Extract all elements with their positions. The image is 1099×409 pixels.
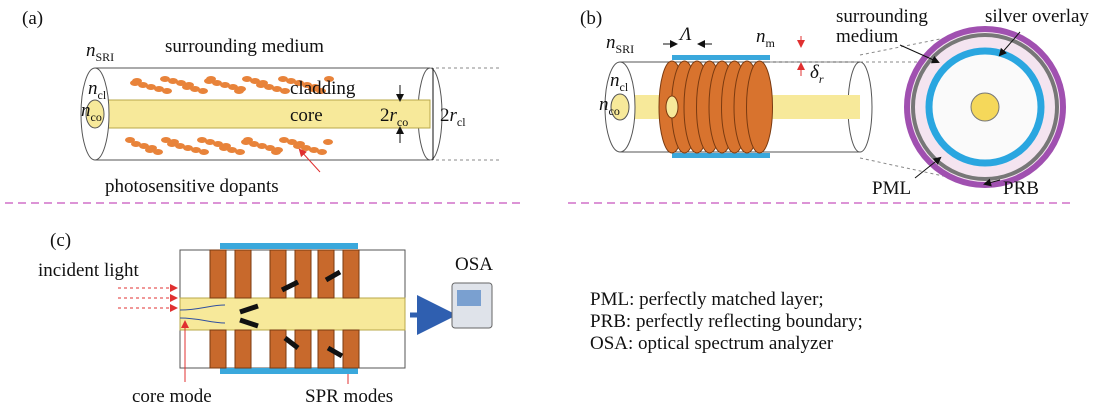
core-band <box>180 298 405 330</box>
dopant <box>182 84 192 90</box>
core-circle <box>971 93 999 121</box>
panel-c: (c) incident light OSA core mode SPR mod… <box>38 230 493 407</box>
legend-line: PML: perfectly matched layer; <box>590 289 824 310</box>
legend: PML: perfectly matched layer; PRB: perfe… <box>590 289 863 354</box>
symbol-prefix: 2 <box>380 105 390 126</box>
pillar <box>210 250 226 298</box>
pillar <box>343 250 359 298</box>
symbol-sub: SRI <box>96 50 115 64</box>
symbol-sub: r <box>819 72 824 86</box>
symbol-main: n <box>610 70 620 91</box>
legend-line: OSA: optical spectrum analyzer <box>590 333 834 354</box>
symbol: nSRI <box>606 32 634 56</box>
label: core mode <box>132 386 212 407</box>
label: core <box>290 105 323 126</box>
dopant <box>242 76 252 82</box>
label: incident light <box>38 260 140 281</box>
dopant <box>145 147 155 153</box>
dopant <box>160 76 170 82</box>
pillar <box>210 330 226 368</box>
label: silver overlay <box>985 6 1089 27</box>
symbol-main: n <box>86 40 96 61</box>
symbol-sub: cl <box>98 88 107 102</box>
symbol: nm <box>756 26 776 50</box>
silver-top <box>220 243 358 249</box>
dopant <box>234 88 244 94</box>
dopant <box>256 82 266 88</box>
label: PRB <box>1003 178 1039 199</box>
symbol-sub: co <box>397 115 408 129</box>
panel-label: (b) <box>580 8 602 29</box>
panel-a: (a) nSRI surrounding medium ncl nco clad… <box>22 8 500 197</box>
panel-label: (c) <box>50 230 71 251</box>
legend-line: PRB: perfectly reflecting boundary; <box>590 311 863 332</box>
symbol-main: n <box>599 94 609 115</box>
symbol-sub: SRI <box>616 42 635 56</box>
label: surrounding medium <box>165 36 324 57</box>
grating <box>659 61 773 153</box>
pillar <box>343 330 359 368</box>
label: SPR modes <box>305 386 393 407</box>
dopant <box>323 139 333 145</box>
pillar <box>235 250 251 298</box>
symbol: nSRI <box>86 40 114 64</box>
grating-disk <box>747 61 773 153</box>
pillar <box>295 250 311 298</box>
figure: (a) nSRI surrounding medium ncl nco clad… <box>0 0 1099 409</box>
pillar <box>295 330 311 368</box>
dopant <box>131 141 141 147</box>
dopant <box>241 139 251 145</box>
label: PML <box>872 178 911 199</box>
dopant <box>204 78 214 84</box>
panel-b: (b) nSRI Λ nm surrounding medium silver … <box>580 6 1089 199</box>
dopant <box>293 143 303 149</box>
symbol-prefix: 2 <box>440 105 450 126</box>
dopant <box>197 137 207 143</box>
symbol-sub: m <box>766 36 776 50</box>
symbol: 2rcl <box>440 105 466 129</box>
symbol-sub: cl <box>620 80 629 94</box>
label: surrounding <box>836 6 928 27</box>
symbol: Λ <box>678 24 692 45</box>
symbol-main: n <box>88 78 98 99</box>
symbol-sub: cl <box>457 115 466 129</box>
osa-screen <box>457 290 481 306</box>
dopant <box>219 145 229 151</box>
core-spot <box>666 96 678 118</box>
dopant <box>167 141 177 147</box>
pillar <box>270 330 286 368</box>
symbol-main: n <box>606 32 616 53</box>
silver-top <box>672 55 770 60</box>
dopant <box>279 137 289 143</box>
incident-arrows <box>118 288 176 308</box>
page: (a) nSRI surrounding medium ncl nco clad… <box>0 0 1099 409</box>
dopant <box>278 76 288 82</box>
panel-label: (a) <box>22 8 43 29</box>
label: cladding <box>290 78 356 99</box>
label: medium <box>836 26 898 47</box>
symbol-main: n <box>756 26 766 47</box>
dopant <box>130 80 140 86</box>
silver-bottom <box>672 153 770 158</box>
label: photosensitive dopants <box>105 176 279 197</box>
dopant <box>271 149 281 155</box>
label: OSA <box>455 254 493 275</box>
silver-bottom <box>220 368 358 374</box>
pillar <box>235 330 251 368</box>
symbol-sub: co <box>91 110 102 124</box>
symbol-sub: co <box>609 104 620 118</box>
symbol-main: n <box>81 100 91 121</box>
